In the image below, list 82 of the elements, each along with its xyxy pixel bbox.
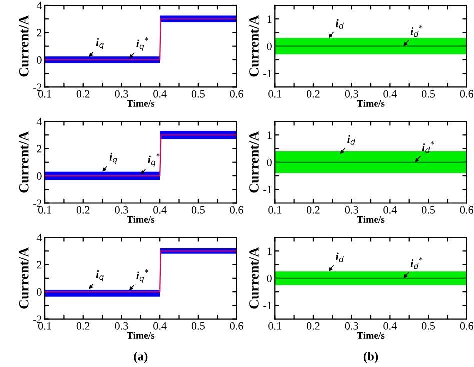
x-tick-label: 0.2 — [306, 322, 320, 330]
x-tick-label: 0.1 — [38, 322, 52, 330]
y-axis-title: Current/A — [250, 247, 259, 309]
text: (b) — [364, 352, 378, 364]
x-tick-label: 0.6 — [460, 206, 474, 214]
x-tick-label: 0.1 — [268, 90, 282, 98]
x-tick-label: 0.2 — [76, 322, 90, 330]
x-tick-label: 0.1 — [268, 206, 282, 214]
x-tick-label: 0.6 — [230, 206, 244, 214]
x-axis-title: Time/s — [357, 100, 385, 107]
y-tick-label: -2 — [33, 316, 42, 324]
y-axis-title: Current/A — [19, 15, 29, 77]
x-tick-label: 0.4 — [154, 90, 167, 98]
x-tick-label: 0.2 — [76, 90, 90, 98]
x-tick-label: 0.5 — [422, 206, 436, 214]
x-tick-label: 0.4 — [154, 206, 167, 214]
x-axis-title: Time/s — [127, 216, 155, 223]
annotation: i$_{d}$$^{*}$ — [410, 25, 423, 38]
x-axis-title: Time/s — [357, 216, 385, 223]
x-tick-label: 0.4 — [154, 322, 167, 330]
text: (a) — [134, 352, 148, 364]
x-tick-label: 0.6 — [460, 90, 474, 98]
annotation: i$_{d}$ — [336, 252, 344, 262]
x-tick-label: 0.5 — [192, 206, 205, 214]
y-tick-label: -1 — [264, 186, 272, 194]
x-tick-label: 0.5 — [422, 322, 436, 330]
x-tick-label: 0.4 — [384, 90, 397, 98]
y-tick-label: 4 — [36, 2, 42, 10]
x-tick-label: 0.5 — [422, 90, 436, 98]
x-tick-label: 0.2 — [306, 206, 320, 214]
x-tick-label: 0.3 — [115, 206, 128, 214]
x-tick-label: 0.4 — [384, 322, 397, 330]
x-tick-label: 0.5 — [192, 90, 205, 98]
y-tick-label: 4 — [36, 234, 42, 242]
x-tick-label: 0.1 — [38, 90, 52, 98]
x-axis-title: Time/s — [127, 100, 155, 107]
y-tick-label: 2 — [37, 261, 42, 269]
y-tick-label: -1 — [264, 302, 272, 310]
y-tick-label: 0 — [37, 288, 42, 296]
annotation: i$_{q}$ — [96, 270, 104, 282]
y-axis-title: Current/A — [19, 131, 29, 193]
annotation: i$_{q}$$^{*}$ — [136, 269, 149, 283]
y-axis-title: Current/A — [19, 247, 29, 309]
x-axis-title: Time/s — [127, 332, 155, 339]
x-tick-label: 0.4 — [384, 206, 397, 214]
y-tick-label: -1 — [264, 70, 272, 78]
y-tick-label: 2 — [37, 145, 42, 153]
y-axis-title: Current/A — [250, 131, 259, 193]
annotation: i$_{q}$$^{*}$ — [148, 153, 160, 167]
y-tick-label: 0 — [37, 172, 42, 180]
y-tick-label: -2 — [33, 200, 42, 208]
x-tick-label: 0.3 — [115, 322, 128, 330]
x-tick-label: 0.3 — [345, 322, 358, 330]
y-tick-label: 2 — [37, 29, 42, 37]
annotation: i$_{d}$ — [336, 19, 344, 29]
x-tick-label: 0.3 — [115, 90, 128, 98]
y-tick-label: 0 — [267, 274, 272, 282]
annotation: i$_{q}$ — [96, 38, 104, 50]
y-tick-label: 0 — [267, 42, 272, 50]
x-tick-label: 0.2 — [306, 90, 320, 98]
x-tick-label: 0.3 — [345, 206, 358, 214]
y-tick-label: 1 — [268, 248, 272, 256]
x-tick-label: 0.2 — [76, 206, 90, 214]
annotation: i$_{q}$ — [110, 153, 118, 164]
x-axis-title: Time/s — [357, 332, 385, 339]
x-tick-label: 0.1 — [38, 206, 52, 214]
annotation: i$_{d}$ — [348, 135, 356, 145]
y-tick-label: 4 — [36, 118, 42, 126]
x-tick-label: 0.6 — [230, 90, 244, 98]
x-tick-label: 0.6 — [460, 322, 474, 330]
x-tick-label: 0.5 — [192, 322, 205, 330]
y-tick-label: 0 — [267, 158, 272, 166]
annotation: i$_{d}$$^{*}$ — [410, 257, 423, 270]
y-tick-label: 1 — [268, 16, 272, 23]
y-tick-label: -2 — [33, 84, 42, 92]
x-tick-label: 0.6 — [230, 322, 244, 330]
annotation: i$_{q}$$^{*}$ — [136, 37, 149, 51]
y-tick-label: 1 — [268, 132, 272, 140]
x-tick-label: 0.1 — [268, 322, 282, 330]
y-tick-label: 0 — [37, 56, 42, 64]
x-tick-label: 0.3 — [345, 90, 358, 98]
y-axis-title: Current/A — [250, 15, 259, 77]
